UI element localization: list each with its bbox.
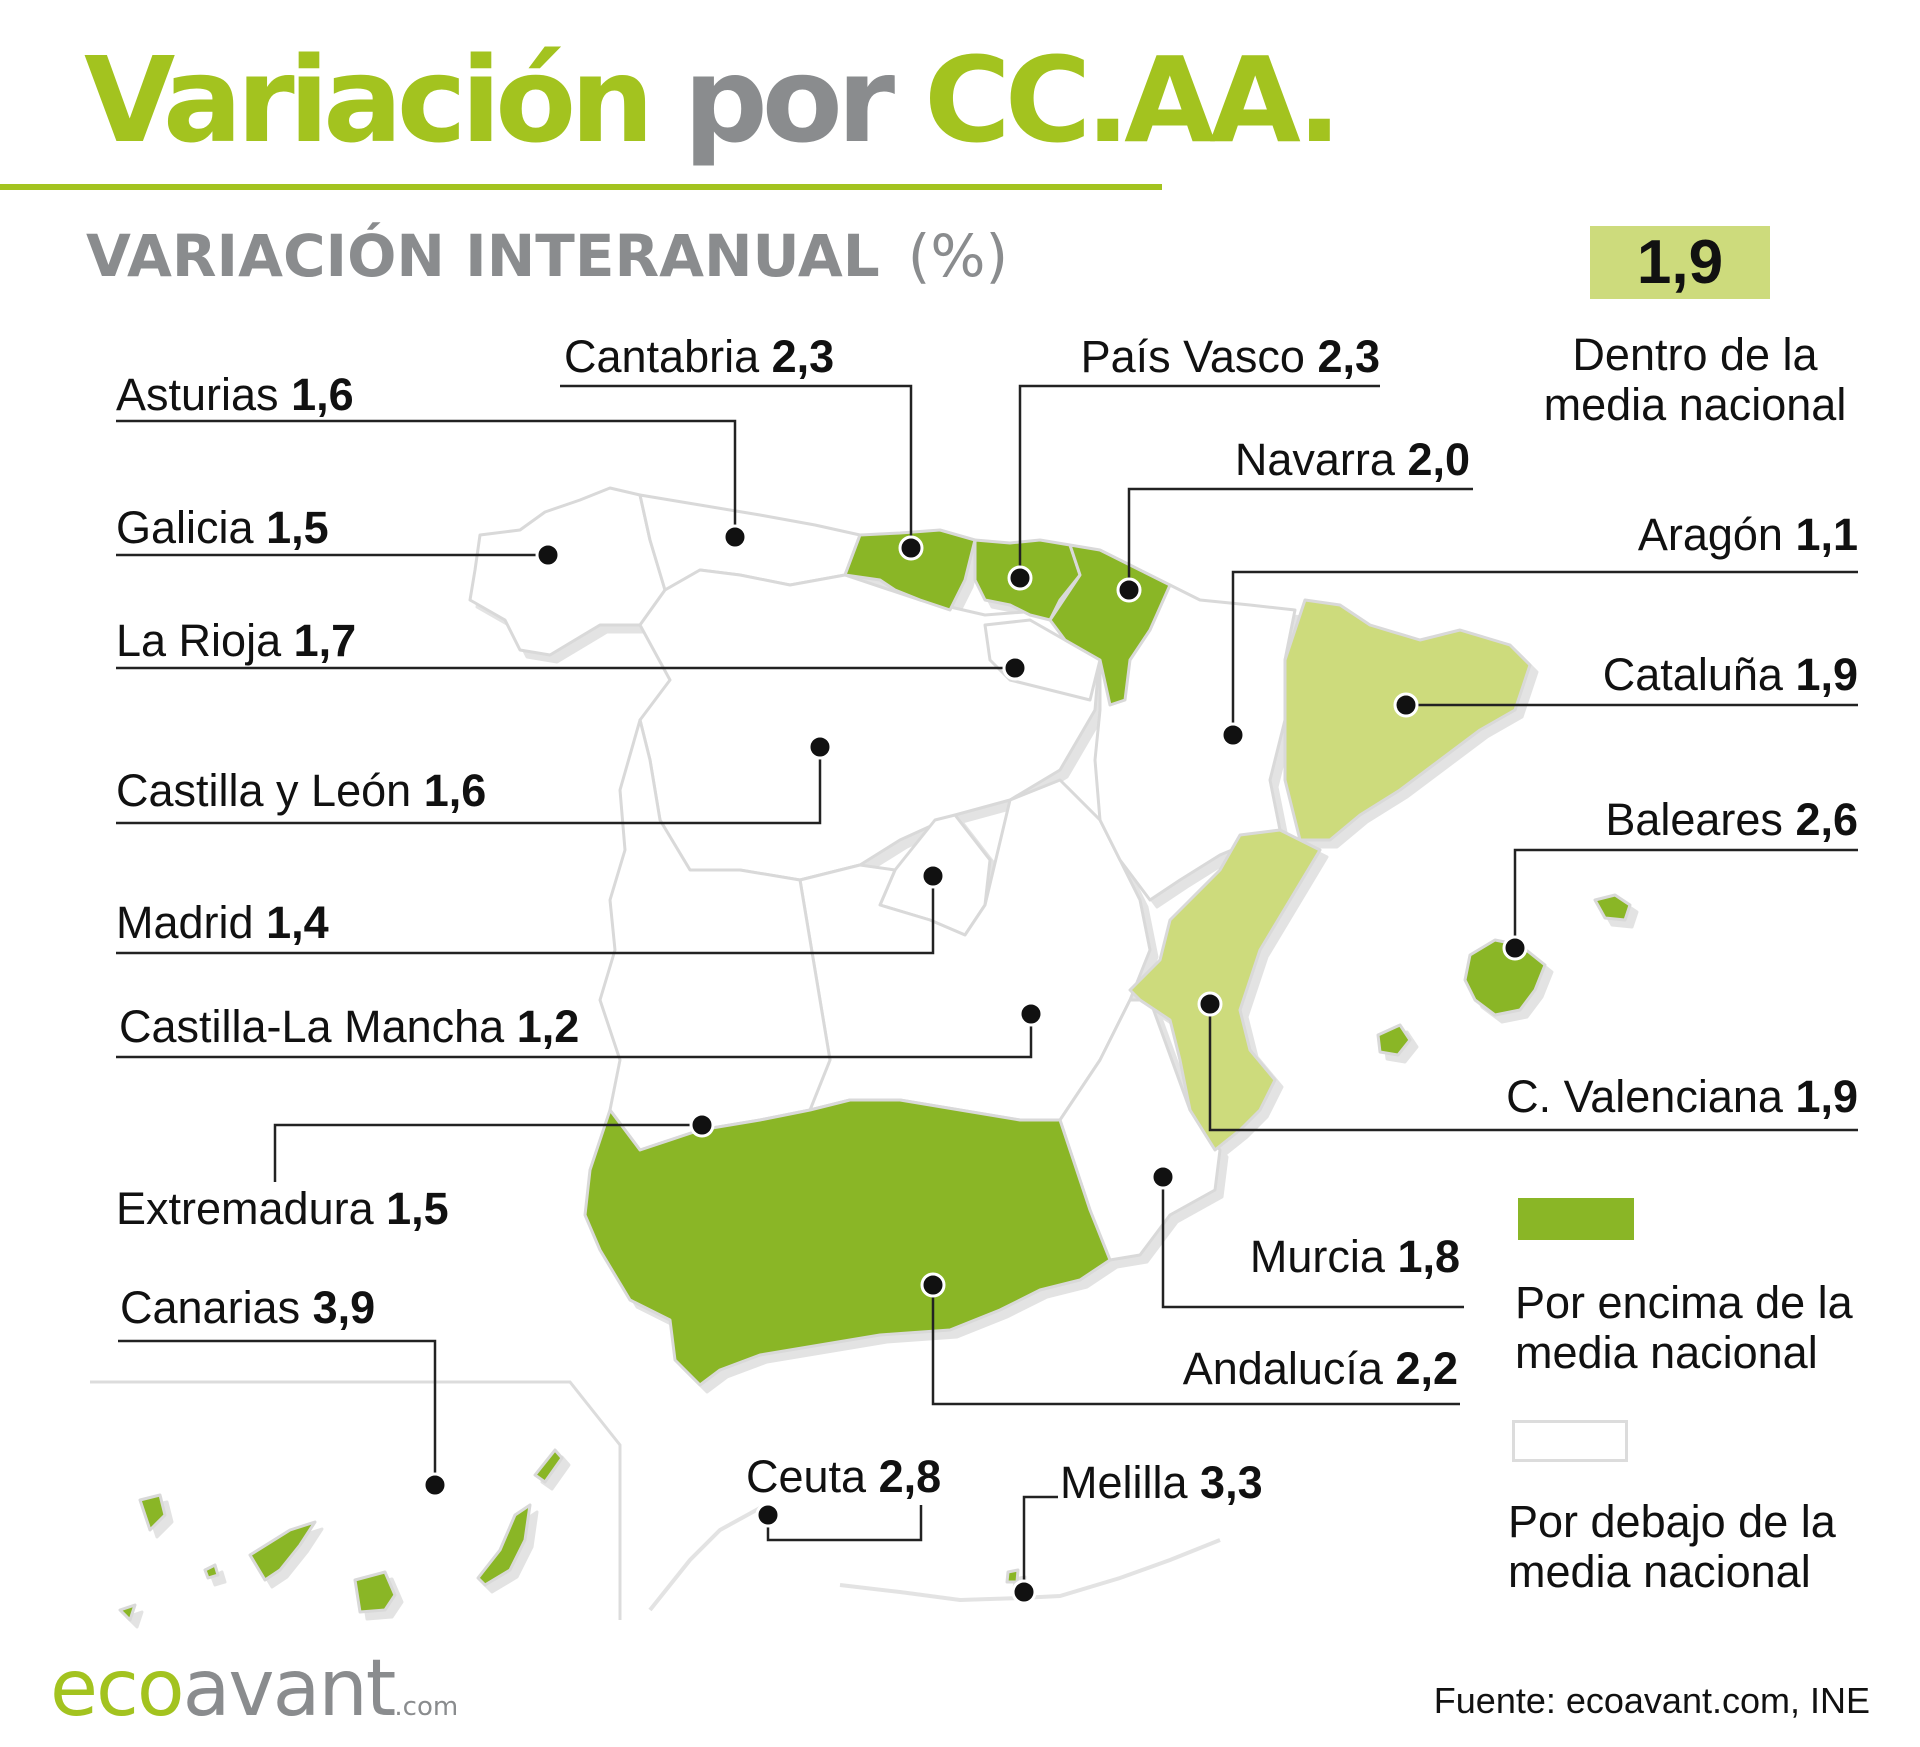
region-galicia — [468, 486, 667, 657]
label-c-valenciana: C. Valenciana 1,9 — [1506, 1071, 1858, 1122]
marker-murcia — [1150, 1164, 1176, 1190]
legend-above-swatch — [1518, 1198, 1634, 1240]
subtitle: VARIACIÓN INTERANUAL (%) — [86, 222, 1008, 292]
canarias-inset-frame — [90, 1380, 622, 1620]
marker-galicia — [535, 542, 561, 568]
label-cataluna: Cataluña 1,9 — [1603, 649, 1858, 700]
leader-castilla-leon — [116, 747, 822, 825]
leader-c-valenciana — [1208, 1004, 1858, 1132]
subtitle-label: VARIACIÓN INTERANUAL — [86, 222, 880, 290]
leader-melilla — [1022, 1495, 1058, 1592]
marker-ceuta — [755, 1502, 781, 1528]
region-canarias-gran-canaria — [353, 1570, 397, 1614]
label-ceuta: Ceuta 2,8 — [746, 1451, 941, 1502]
marker-navarra — [1116, 577, 1142, 603]
subtitle-unit: (%) — [907, 222, 1009, 290]
label-castilla-la-mancha: Castilla-La Mancha 1,2 — [119, 1001, 579, 1052]
leader-cantabria — [560, 384, 913, 548]
region-aragon — [1093, 583, 1297, 902]
marker-canarias — [422, 1472, 448, 1498]
marker-la-rioja — [1002, 655, 1028, 681]
region-melilla — [1005, 1568, 1020, 1584]
label-la-rioja: La Rioja 1,7 — [116, 615, 356, 666]
region-cataluna — [1283, 598, 1532, 842]
label-cantabria: Cantabria 2,3 — [564, 331, 834, 382]
marker-pais-vasco — [1007, 565, 1033, 591]
marker-madrid — [920, 863, 946, 889]
leader-castilla-la-mancha — [116, 1014, 1033, 1059]
label-murcia: Murcia 1,8 — [1250, 1231, 1460, 1282]
marker-baleares — [1502, 935, 1528, 961]
leader-andalucia — [931, 1285, 1460, 1406]
legend-below-swatch — [1512, 1420, 1628, 1462]
leader-ceuta — [766, 1505, 923, 1542]
marker-castilla-leon — [807, 734, 833, 760]
leader-lines — [116, 384, 1858, 1592]
title-part-3: CC.AA. — [924, 31, 1342, 169]
label-aragon: Aragón 1,1 — [1638, 509, 1858, 560]
leader-madrid — [116, 876, 935, 955]
label-galicia: Galicia 1,5 — [116, 502, 329, 553]
marker-castilla-la-mancha — [1018, 1001, 1044, 1027]
label-canarias: Canarias 3,9 — [120, 1282, 375, 1333]
marker-cantabria — [898, 535, 924, 561]
leader-murcia — [1161, 1177, 1464, 1309]
label-madrid: Madrid 1,4 — [116, 897, 329, 948]
label-extremadura: Extremadura 1,5 — [116, 1183, 449, 1234]
leader-baleares — [1513, 848, 1858, 948]
north-africa-coast — [648, 1506, 1221, 1612]
region-canarias-la-gomera — [203, 1563, 220, 1580]
leader-asturias — [116, 419, 737, 537]
region-canarias-tenerife — [248, 1520, 317, 1582]
region-canarias-lanzarote — [533, 1448, 564, 1484]
marker-melilla — [1011, 1579, 1037, 1605]
title-part-1: Variación — [84, 31, 654, 169]
label-pais-vasco: País Vasco 2,3 — [1081, 331, 1380, 382]
region-c-valenciana — [1128, 828, 1322, 1152]
marker-extremadura — [689, 1112, 715, 1138]
region-cantabria — [843, 528, 977, 612]
page-title: Variación por CC.AA. — [84, 30, 1342, 172]
marker-andalucia — [920, 1272, 946, 1298]
region-canarias-la-palma — [138, 1493, 167, 1532]
leader-extremadura — [273, 1123, 702, 1182]
legend-within-label: Dentro de la media nacional — [1543, 329, 1847, 430]
region-baleares-menorca — [1593, 893, 1632, 922]
region-andalucia — [583, 1098, 1112, 1387]
national-average-badge: 1,9 — [1590, 226, 1770, 299]
ecoavant-logo: ecoavant.com — [50, 1644, 459, 1734]
region-canarias-fuerteventura — [476, 1503, 532, 1587]
marker-c-valenciana — [1197, 991, 1223, 1017]
label-navarra: Navarra 2,0 — [1235, 434, 1470, 485]
title-underline — [0, 184, 1162, 190]
label-asturias: Asturias 1,6 — [116, 369, 354, 420]
title-part-2: por — [683, 31, 895, 169]
label-andalucia: Andalucía 2,2 — [1183, 1343, 1458, 1394]
source-note: Fuente: ecoavant.com, INE — [1433, 1680, 1870, 1721]
region-canarias-el-hierro — [118, 1603, 137, 1622]
leader-aragon — [1231, 570, 1858, 735]
label-baleares: Baleares 2,6 — [1605, 794, 1858, 845]
leader-canarias — [118, 1339, 437, 1485]
marker-asturias — [722, 524, 748, 550]
marker-cataluna — [1393, 692, 1419, 718]
legend-above-label: Por encima de la media nacional — [1515, 1277, 1853, 1378]
label-castilla-leon: Castilla y León 1,6 — [116, 765, 486, 816]
leader-pais-vasco — [1018, 384, 1380, 578]
region-baleares-ibiza — [1376, 1023, 1412, 1057]
marker-aragon — [1220, 722, 1246, 748]
leader-navarra — [1127, 487, 1473, 590]
legend-below-label: Por debajo de la media nacional — [1508, 1496, 1836, 1597]
label-melilla: Melilla 3,3 — [1060, 1457, 1263, 1508]
